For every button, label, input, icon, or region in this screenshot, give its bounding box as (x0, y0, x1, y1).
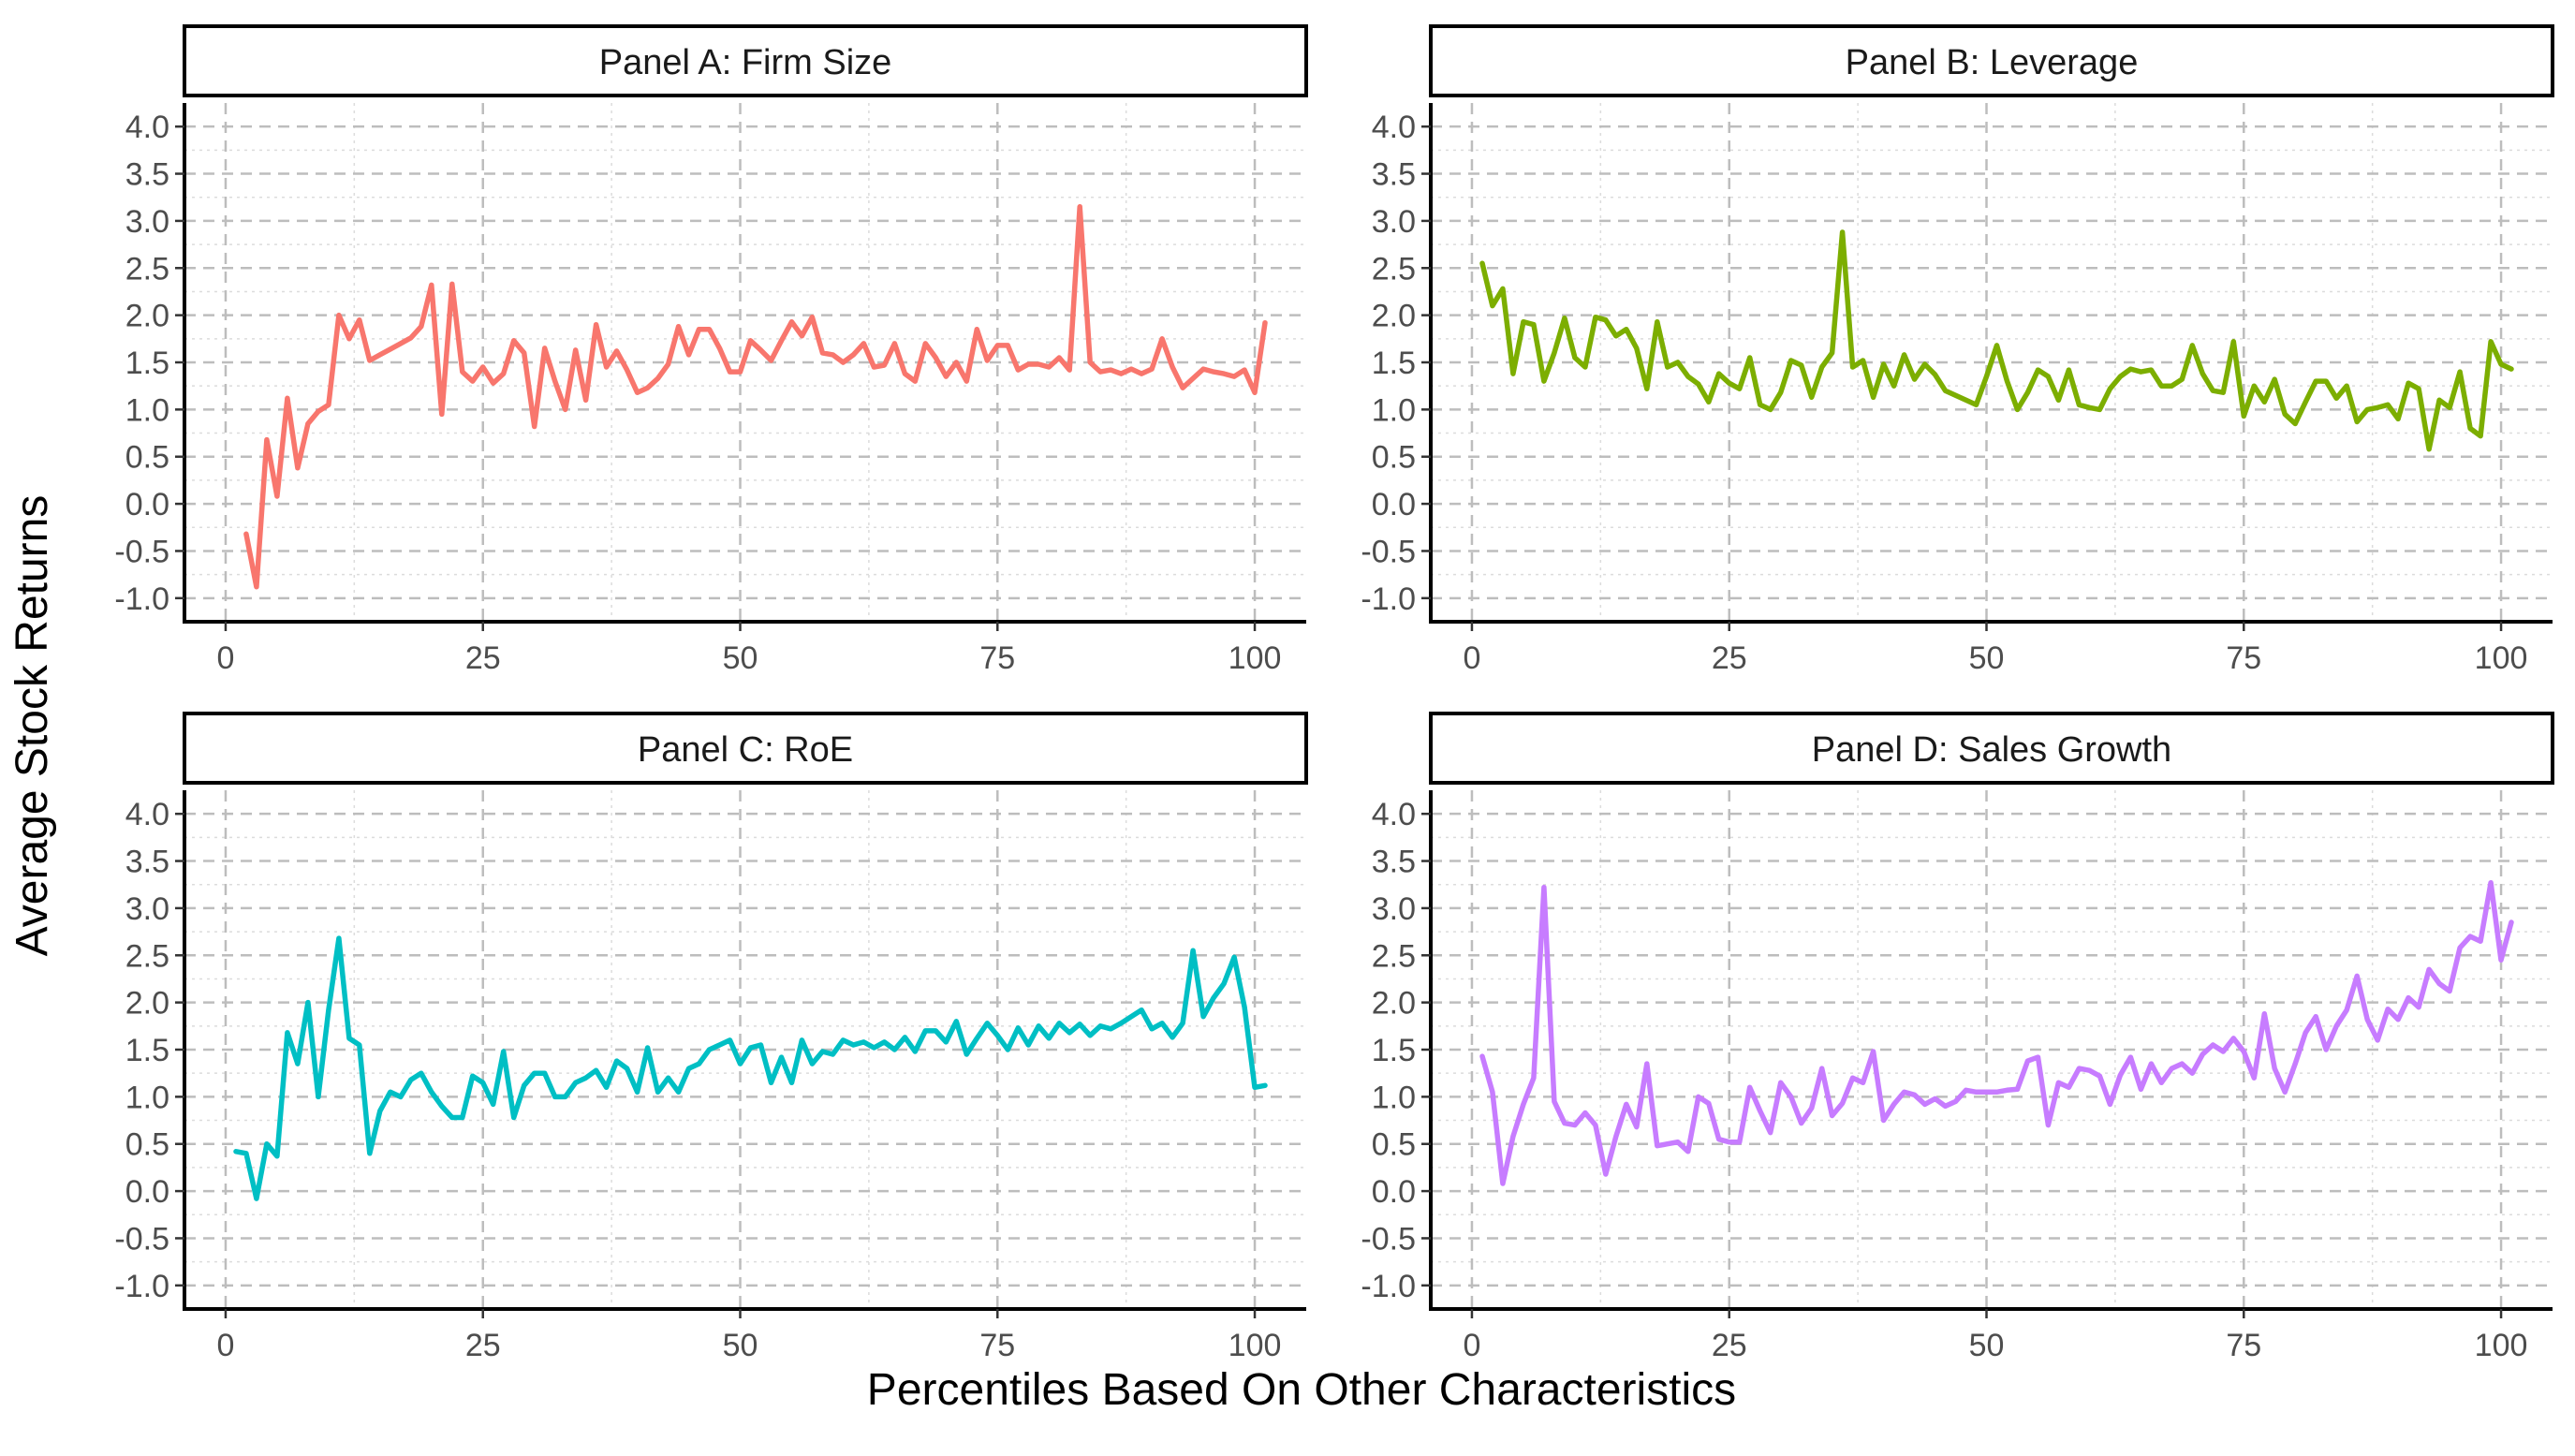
panel-b: Panel B: Leverage -1.0 -0.5 0.0 0.5 1.0 1.5 2.0… (1361, 24, 2554, 676)
y-tick-label: 2.0 (1372, 986, 1416, 1022)
x-tick-label: 0 (217, 640, 235, 676)
y-tick-label: -1.0 (114, 581, 169, 617)
y-tick-label: 4.0 (125, 110, 169, 145)
x-tick-label: 50 (723, 640, 758, 676)
y-tick-label: -1.0 (114, 1269, 169, 1304)
x-tick-label: 0 (1464, 640, 1481, 676)
x-tick-label: 25 (1712, 1328, 1747, 1363)
y-tick-label: 2.5 (125, 251, 169, 287)
panel-strip (183, 24, 1308, 97)
y-tick-label: -0.5 (114, 534, 169, 569)
series-line (233, 935, 1268, 1201)
y-tick-label: 4.0 (125, 797, 169, 832)
y-tick-label: -1.0 (1361, 581, 1416, 617)
y-axis-title: Average Stock Returns (7, 495, 57, 957)
series-line (1479, 879, 2514, 1186)
panel-strip (1429, 24, 2554, 97)
x-tick-label: 100 (2475, 640, 2528, 676)
y-tick-label: 2.0 (125, 299, 169, 334)
panel-strip (183, 712, 1308, 785)
y-tick-label: 3.0 (125, 204, 169, 240)
x-tick-label: 25 (465, 640, 501, 676)
panel-title: Panel D: Sales Growth (1812, 730, 2171, 770)
y-tick-label: 4.0 (1372, 110, 1416, 145)
panel-title: Panel C: RoE (638, 730, 853, 770)
y-tick-label: 0.0 (1372, 487, 1416, 522)
y-tick-label: 0.0 (1372, 1174, 1416, 1210)
y-tick-label: 1.5 (1372, 346, 1416, 381)
panel-strip (1429, 712, 2554, 785)
x-tick-label: 100 (1229, 640, 1282, 676)
y-tick-label: 0.5 (1372, 440, 1416, 476)
y-tick-label: 0.5 (125, 1127, 169, 1163)
y-tick-label: 1.0 (125, 392, 169, 428)
panel-a: Panel A: Firm Size -1.0 -0.5 0.0 0.5 1.0 1.5 2.… (114, 24, 1308, 676)
y-tick-label: 1.0 (1372, 392, 1416, 428)
y-tick-label: 3.0 (125, 891, 169, 927)
x-tick-label: 25 (465, 1328, 501, 1363)
x-tick-label: 0 (1464, 1328, 1481, 1363)
y-tick-label: 3.0 (1372, 204, 1416, 240)
y-tick-label: 1.5 (125, 346, 169, 381)
y-tick-label: 3.5 (125, 157, 169, 193)
y-tick-label: 2.0 (125, 986, 169, 1022)
series-line (243, 204, 1268, 590)
y-tick-label: -0.5 (114, 1221, 169, 1257)
y-tick-label: 3.5 (125, 845, 169, 880)
x-tick-label: 100 (2475, 1328, 2528, 1363)
x-tick-label: 75 (2226, 1328, 2261, 1363)
y-tick-label: 2.0 (1372, 299, 1416, 334)
y-tick-label: 2.5 (125, 938, 169, 974)
x-tick-label: 75 (2226, 640, 2261, 676)
panel-title: Panel A: Firm Size (599, 43, 892, 82)
series-line (1479, 229, 2514, 452)
panel-d: Panel D: Sales Growth -1.0 -0.5 0.0 0.5 1.0 1.… (1361, 712, 2554, 1363)
x-axis-title: Percentiles Based On Other Characteristi… (867, 1365, 1736, 1415)
x-tick-label: 100 (1229, 1328, 1282, 1363)
y-tick-label: -0.5 (1361, 1221, 1416, 1257)
x-tick-label: 25 (1712, 640, 1747, 676)
y-tick-label: 1.0 (125, 1080, 169, 1115)
panel-c: Panel C: RoE -1.0 -0.5 0.0 0.5 1.0 1.5 2.0 2.5 3.… (114, 712, 1308, 1363)
y-tick-label: 0.0 (125, 487, 169, 522)
y-tick-label: 3.5 (1372, 845, 1416, 880)
y-tick-label: 0.5 (125, 440, 169, 476)
y-tick-label: -1.0 (1361, 1269, 1416, 1304)
y-tick-label: 2.5 (1372, 251, 1416, 287)
y-tick-label: 0.5 (1372, 1127, 1416, 1163)
y-tick-label: 3.5 (1372, 157, 1416, 193)
y-tick-label: 4.0 (1372, 797, 1416, 832)
x-tick-label: 50 (1969, 640, 2005, 676)
panel-title: Panel B: Leverage (1846, 43, 2139, 82)
x-tick-label: 75 (979, 640, 1015, 676)
y-tick-label: 0.0 (125, 1174, 169, 1210)
y-tick-label: 3.0 (1372, 891, 1416, 927)
y-tick-label: 1.0 (1372, 1080, 1416, 1115)
x-tick-label: 0 (217, 1328, 235, 1363)
y-tick-label: 1.5 (1372, 1033, 1416, 1068)
y-tick-label: 2.5 (1372, 938, 1416, 974)
x-tick-label: 75 (979, 1328, 1015, 1363)
x-tick-label: 50 (723, 1328, 758, 1363)
x-tick-label: 50 (1969, 1328, 2005, 1363)
y-tick-label: -0.5 (1361, 534, 1416, 569)
y-tick-label: 1.5 (125, 1033, 169, 1068)
